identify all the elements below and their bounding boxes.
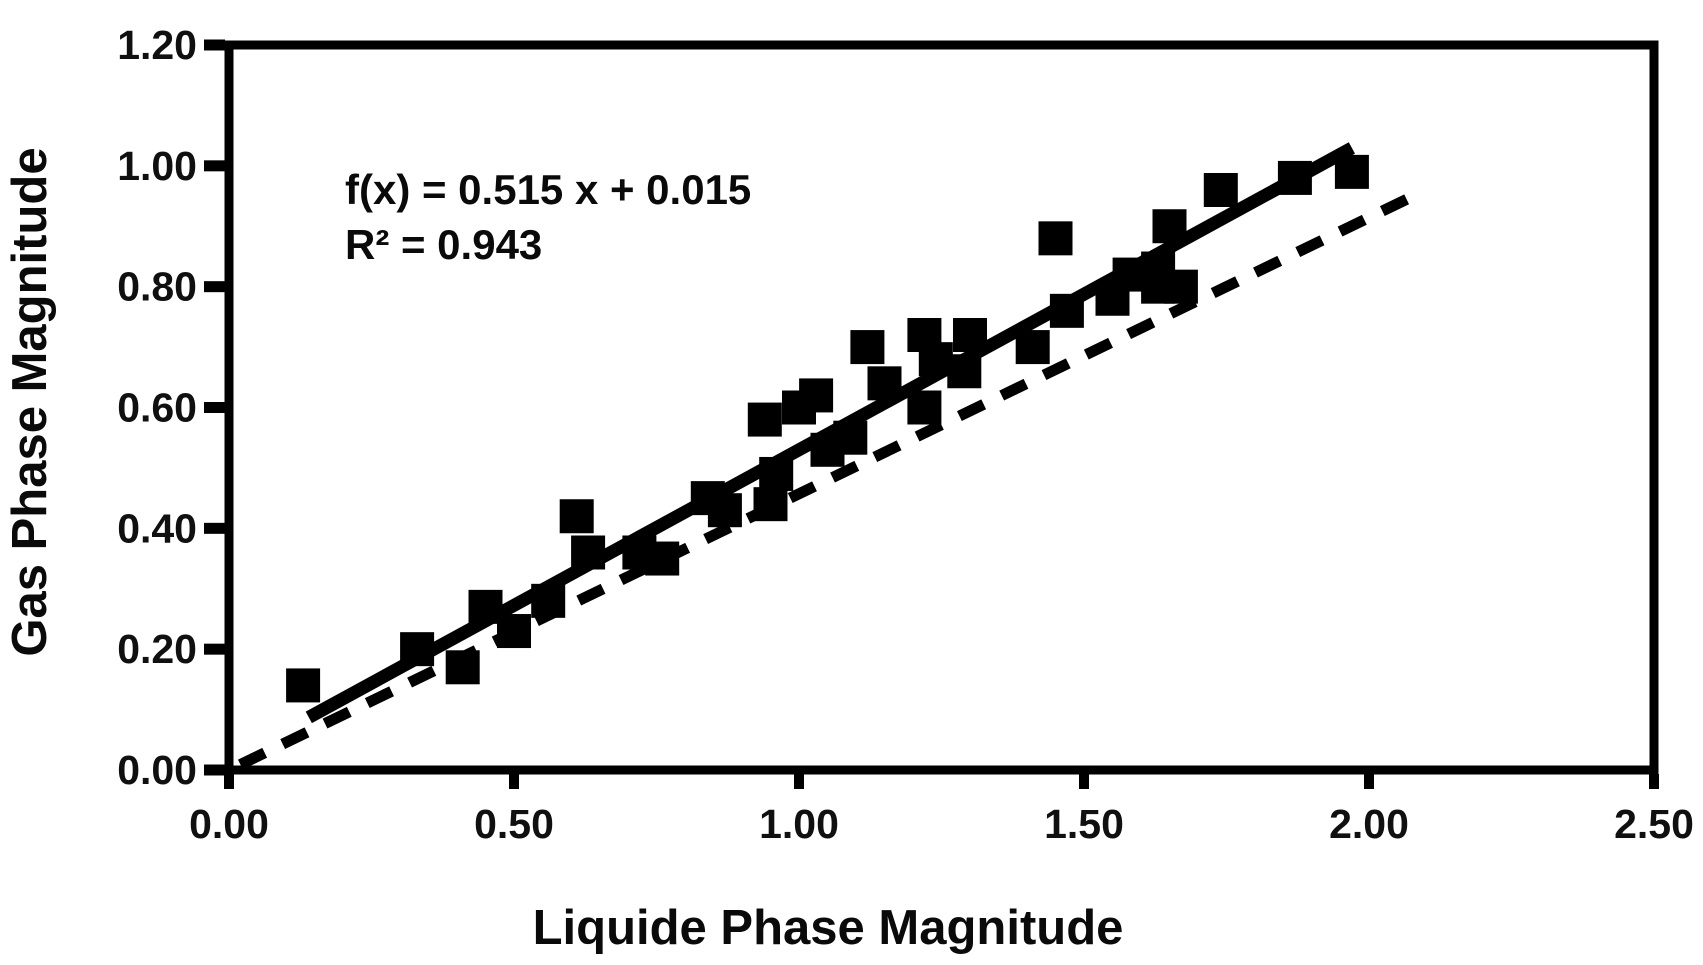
x-axis-title: Liquide Phase Magnitude <box>532 901 1124 955</box>
y-tick-label: 1.00 <box>117 143 197 189</box>
data-point <box>497 614 531 649</box>
x-tick-label: 2.00 <box>1329 801 1409 847</box>
chart-annotation: f(x) = 0.515 x + 0.015 R² = 0.943 <box>345 162 751 273</box>
y-axis-title: Gas Phase Magnitude <box>3 147 57 657</box>
data-point <box>286 668 321 703</box>
x-tick-label: 0.00 <box>189 801 269 847</box>
data-point <box>747 402 782 437</box>
data-point <box>445 650 480 685</box>
y-tick-label: 0.00 <box>117 747 197 793</box>
y-tick <box>204 522 225 534</box>
data-point <box>1203 173 1238 207</box>
r-squared-label: R² = 0.943 <box>345 221 543 269</box>
dashed-reference-line <box>238 190 1417 770</box>
data-point <box>559 499 594 534</box>
data-point <box>1163 269 1198 304</box>
data-point <box>645 541 680 576</box>
plot-border <box>224 40 1659 775</box>
x-tick <box>1649 774 1659 789</box>
data-point <box>1038 221 1073 256</box>
x-tick-label: 0.50 <box>474 801 554 847</box>
data-point <box>753 487 788 522</box>
regression-line <box>305 142 1356 724</box>
y-tick <box>204 281 225 293</box>
x-tick-label: 2.50 <box>1614 801 1694 847</box>
data-point <box>799 378 834 413</box>
x-tick <box>794 774 804 789</box>
y-tick <box>204 402 225 413</box>
data-point <box>850 330 885 365</box>
y-tick <box>204 764 225 776</box>
y-tick-label: 0.80 <box>117 264 197 310</box>
y-tick-label: 0.40 <box>117 505 197 551</box>
y-tick-label: 0.60 <box>117 385 197 431</box>
y-tick-label: 1.20 <box>117 22 197 68</box>
x-tick-label: 1.50 <box>1044 801 1124 847</box>
x-tick <box>509 774 519 789</box>
x-tick <box>1079 774 1089 789</box>
x-tick <box>224 774 234 789</box>
x-tick <box>1364 774 1374 789</box>
regression-equation-label: f(x) = 0.515 x + 0.015 <box>345 166 752 213</box>
y-tick <box>204 39 225 51</box>
data-point <box>907 390 942 425</box>
y-tick <box>204 643 225 655</box>
y-tick <box>204 160 225 172</box>
y-tick-label: 0.20 <box>117 626 197 672</box>
x-tick-label: 1.00 <box>759 801 839 847</box>
